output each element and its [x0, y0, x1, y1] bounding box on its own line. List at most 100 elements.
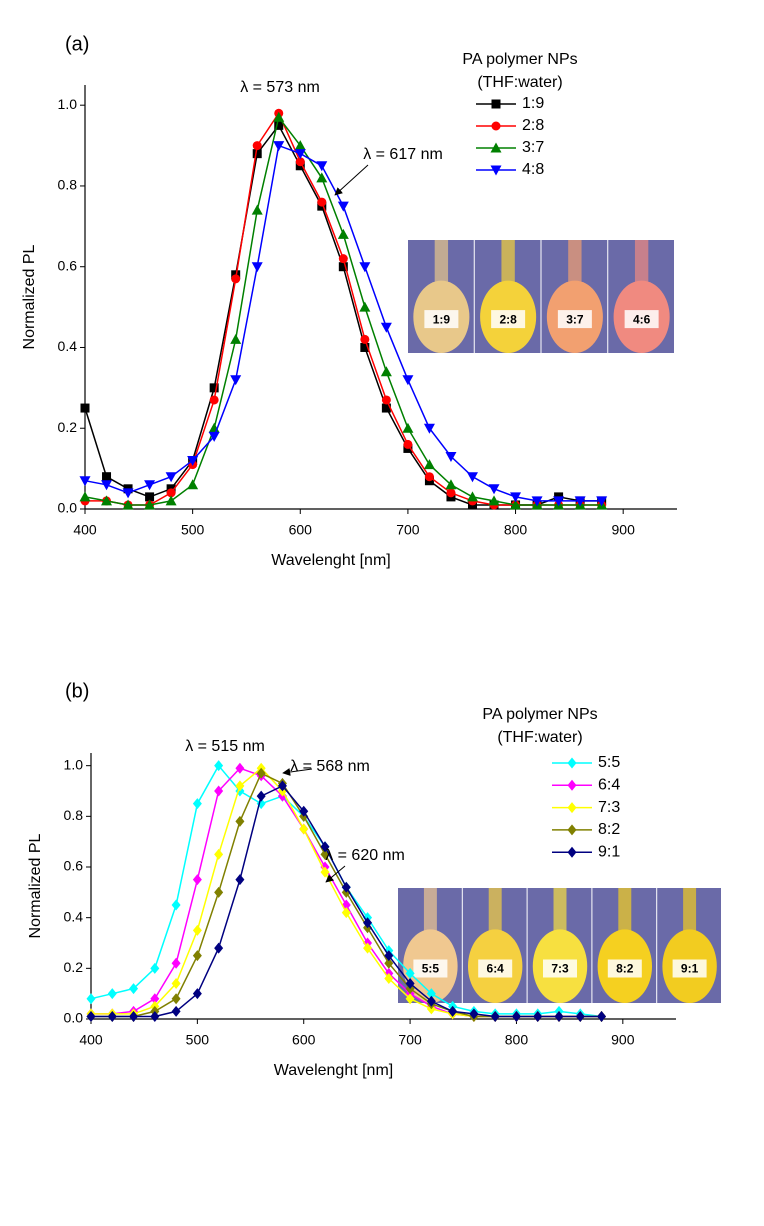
- marker: [469, 1008, 479, 1020]
- marker: [384, 950, 394, 962]
- legend-marker: [491, 99, 501, 109]
- inset-label: 4:6: [633, 312, 651, 326]
- annotation-arrow: [325, 865, 346, 883]
- marker: [445, 452, 457, 463]
- legend-label: 6:4: [598, 777, 620, 794]
- marker: [299, 823, 309, 835]
- annotation: λ = 568 nm: [290, 758, 370, 775]
- marker: [101, 480, 113, 491]
- marker: [596, 496, 608, 507]
- marker: [316, 161, 328, 172]
- x-tick-label: 900: [612, 522, 636, 538]
- marker: [171, 1005, 181, 1017]
- marker: [214, 848, 224, 860]
- y-tick-label: 1.0: [58, 96, 78, 112]
- marker: [171, 993, 181, 1005]
- marker: [192, 988, 202, 1000]
- marker: [107, 988, 117, 1000]
- marker: [294, 140, 306, 151]
- marker: [490, 1010, 500, 1022]
- marker: [423, 423, 435, 434]
- marker: [230, 333, 242, 344]
- annotation-arrow: [282, 768, 313, 776]
- marker: [363, 942, 373, 954]
- marker: [79, 491, 91, 502]
- marker: [102, 472, 112, 482]
- marker: [150, 993, 160, 1005]
- marker: [252, 149, 262, 159]
- x-tick-label: 600: [289, 522, 313, 538]
- legend-label: 4:8: [522, 161, 544, 178]
- marker: [235, 762, 245, 774]
- marker: [171, 899, 181, 911]
- marker: [101, 495, 113, 506]
- flask-neck: [488, 888, 502, 934]
- marker: [165, 495, 177, 506]
- marker: [426, 995, 436, 1007]
- marker: [363, 917, 373, 929]
- inset-label: 9:1: [681, 962, 699, 976]
- marker: [448, 1005, 458, 1017]
- marker: [80, 403, 90, 413]
- marker: [86, 1010, 96, 1022]
- marker: [317, 197, 327, 207]
- marker: [192, 874, 202, 886]
- annotation: λ = 617 nm: [363, 146, 443, 163]
- marker: [531, 496, 543, 507]
- marker: [533, 1010, 543, 1022]
- marker: [145, 492, 155, 502]
- marker: [597, 1010, 607, 1022]
- inset-label: 3:7: [566, 312, 584, 326]
- marker: [510, 499, 522, 510]
- marker: [86, 993, 96, 1005]
- marker: [488, 495, 500, 506]
- legend-marker: [567, 757, 577, 769]
- marker: [251, 204, 263, 215]
- marker: [511, 1010, 521, 1022]
- marker: [187, 456, 199, 467]
- inset-label: 7:3: [551, 962, 569, 976]
- marker: [381, 395, 391, 405]
- marker: [337, 201, 349, 212]
- marker: [171, 978, 181, 990]
- marker: [273, 141, 285, 152]
- marker: [192, 950, 202, 962]
- y-tick-label: 1.0: [64, 756, 84, 772]
- legend-label: 5:5: [598, 754, 620, 771]
- y-axis-label: Normalized PL: [27, 833, 44, 938]
- marker: [150, 962, 160, 974]
- y-tick-label: 0.2: [64, 959, 84, 975]
- inset-label-box: [624, 310, 659, 329]
- inset-label: 1:9: [433, 312, 451, 326]
- flask-neck: [434, 240, 449, 286]
- marker: [574, 496, 586, 507]
- flask-neck: [423, 888, 437, 934]
- marker: [423, 459, 435, 470]
- annotation: λ = 620 nm: [325, 847, 405, 864]
- marker: [122, 499, 134, 510]
- marker: [171, 957, 181, 969]
- marker: [488, 484, 500, 495]
- marker: [187, 479, 199, 490]
- marker: [295, 157, 305, 167]
- flask-neck: [568, 240, 582, 286]
- y-tick-label: 0.8: [64, 807, 84, 823]
- marker: [381, 403, 391, 413]
- marker: [299, 805, 309, 817]
- marker: [380, 322, 392, 333]
- flask-neck: [683, 888, 697, 934]
- marker: [380, 366, 392, 377]
- marker: [338, 262, 348, 272]
- x-tick-label: 500: [186, 1032, 210, 1048]
- inset-label-box: [607, 959, 642, 978]
- legend-title: (THF:water): [477, 74, 562, 91]
- y-tick-label: 0.8: [58, 177, 78, 193]
- marker: [192, 798, 202, 810]
- annotation: λ = 515 nm: [185, 738, 265, 755]
- marker: [446, 488, 456, 498]
- x-tick-label: 700: [398, 1032, 422, 1048]
- marker: [214, 760, 224, 772]
- marker: [129, 983, 139, 995]
